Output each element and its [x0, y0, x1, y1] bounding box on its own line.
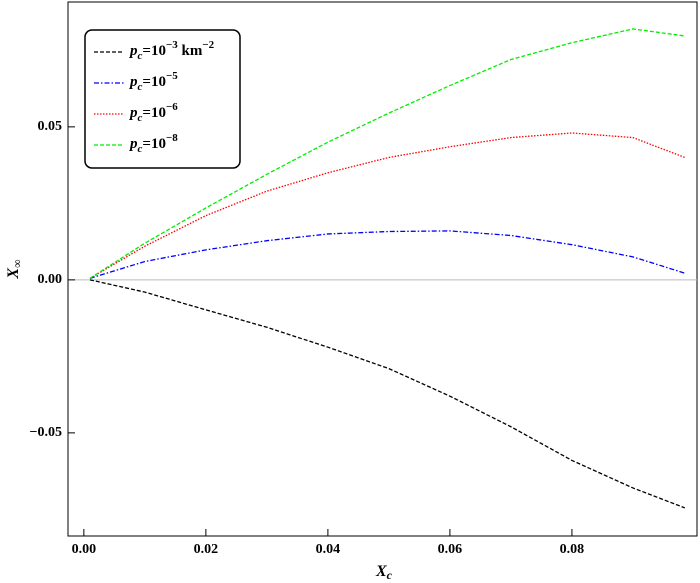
legend-label: pc=10−3 km−2	[128, 39, 215, 62]
x-tick-label: 0.04	[316, 542, 341, 557]
x-tick-label: 0.02	[194, 542, 219, 557]
series-line	[89, 132, 686, 279]
y-tick-label: 0.00	[38, 272, 63, 287]
y-tick-label: −0.05	[30, 425, 62, 440]
series-line	[89, 28, 685, 279]
x-tick-label: 0.08	[560, 542, 585, 557]
y-tick-label: 0.05	[38, 119, 63, 134]
legend-label: pc=10−6	[128, 101, 178, 124]
x-axis-label: Xc	[375, 563, 393, 582]
x-tick-label: 0.00	[72, 542, 97, 557]
series-line	[89, 279, 686, 509]
legend: pc=10−3 km−2 pc=10−5 pc=10−6 pc=10−8	[84, 29, 241, 169]
legend-label: pc=10−8	[128, 132, 178, 155]
plot-frame	[67, 1, 698, 537]
legend-box	[84, 29, 241, 169]
x-tick-label: 0.06	[438, 542, 463, 557]
series-line	[89, 230, 685, 279]
y-axis-label: X∞	[5, 259, 24, 279]
legend-label: pc=10−5	[128, 70, 178, 93]
